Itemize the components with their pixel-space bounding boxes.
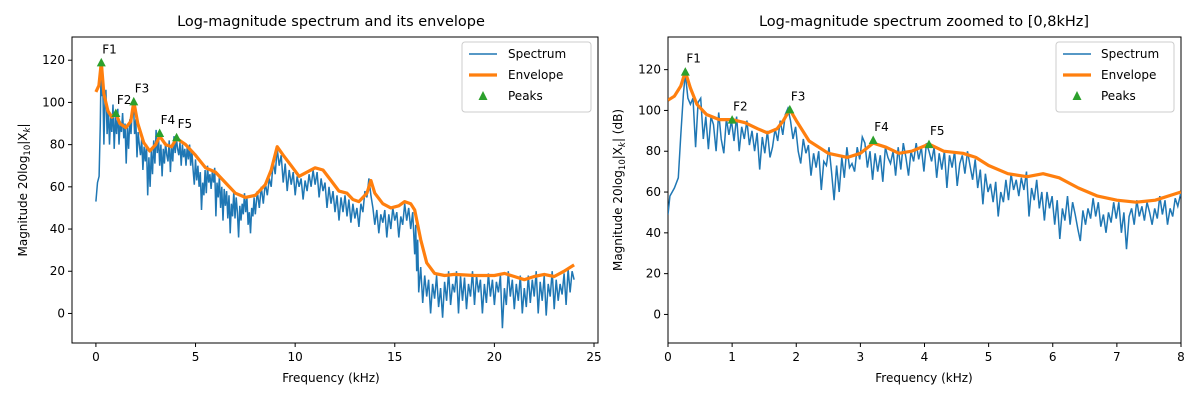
chart-right-peaks: F1 F2 F3 F4 F5 [680,52,945,149]
y-tick-label: 20 [50,264,65,278]
peak-label-f3: F3 [135,81,150,95]
chart-left-legend-peaks-swatch [478,91,488,100]
chart-right-legend-peaks: Peaks [1101,89,1136,103]
peak-marker-f3 [129,96,139,106]
x-tick-label: 0 [664,350,672,364]
x-tick-label: 25 [586,350,601,364]
x-tick-label: 8 [1177,350,1185,364]
peak-label-f2: F2 [117,93,132,107]
peak-marker-f5 [172,132,182,142]
y-tick-label: 80 [646,144,661,158]
peak-marker-f2 [727,115,737,124]
x-tick-label: 7 [1113,350,1121,364]
chart-right-title: Log-magnitude spectrum zoomed to [0,8kHz… [759,14,1089,30]
chart-left-legend-peaks: Peaks [508,89,543,103]
peak-label-f1: F1 [102,42,117,56]
y-tick-label: 120 [42,53,65,67]
chart-right-envelope-line [668,70,1181,204]
chart-right-xlabel: Frequency (kHz) [875,371,972,385]
chart-right-spectrum-line [668,73,1181,250]
x-tick-label: 6 [1049,350,1057,364]
peak-marker-f4 [155,128,165,138]
chart-left: Log-magnitude spectrum and its envelope … [16,14,602,385]
peak-label-f4: F4 [874,120,889,134]
x-tick-label: 0 [92,350,100,364]
x-tick-label: 20 [487,350,502,364]
peak-label-f1: F1 [686,52,701,66]
peak-marker-f2 [111,108,121,117]
y-tick-label: 60 [646,185,661,199]
chart-right-plot-area [668,70,1181,250]
x-tick-label: 15 [387,350,402,364]
y-tick-label: 40 [646,226,661,240]
chart-left-legend-box [461,41,592,113]
y-tick-label: 100 [42,95,65,109]
chart-left-envelope-line [94,60,575,282]
x-tick-label: 4 [921,350,929,364]
chart-left-ticks: 0 5 10 15 20 25 0 20 40 60 80 100 120 [42,53,602,364]
peak-marker-f5 [924,139,934,149]
chart-left-title: Log-magnitude spectrum and its envelope [177,14,485,30]
chart-left-frame [71,36,599,344]
x-tick-label: 10 [288,350,303,364]
peak-label-f4: F4 [161,113,176,127]
y-tick-label: 80 [50,138,65,152]
chart-right-legend-box [1055,41,1175,113]
peak-marker-f1 [96,57,106,67]
chart-left-legend: Spectrum Envelope Peaks [461,41,592,113]
x-tick-label: 5 [192,350,200,364]
chart-right-legend-envelope: Envelope [1101,68,1156,82]
x-tick-label: 3 [857,350,865,364]
peak-marker-f3 [785,104,795,114]
y-tick-label: 100 [638,103,661,117]
y-tick-label: 20 [646,267,661,281]
y-tick-label: 0 [653,307,661,321]
chart-left-xlabel: Frequency (kHz) [282,371,379,385]
peak-label-f3: F3 [791,89,806,103]
x-tick-label: 1 [728,350,736,364]
chart-right-ylabel: Magnitude 20log10|Xk| (dB) [611,109,628,271]
chart-right-legend: Spectrum Envelope Peaks [1055,41,1175,113]
chart-left-ylabel: Magnitude 20log10|Xk| [16,123,33,256]
chart-left-plot-area [94,60,575,329]
chart-right: Log-magnitude spectrum zoomed to [0,8kHz… [611,14,1185,385]
y-tick-label: 120 [638,63,661,77]
chart-right-legend-peaks-swatch [1072,91,1082,100]
peak-label-f2: F2 [733,100,748,114]
peak-label-f5: F5 [930,124,945,138]
peak-marker-f4 [868,135,878,145]
y-tick-label: 40 [50,222,65,236]
chart-left-legend-envelope: Envelope [508,68,563,82]
y-tick-label: 0 [57,306,65,320]
y-tick-label: 60 [50,180,65,194]
peak-label-f5: F5 [178,117,193,131]
x-tick-label: 2 [792,350,800,364]
chart-right-legend-spectrum: Spectrum [1101,47,1159,61]
chart-left-legend-spectrum: Spectrum [508,47,566,61]
peak-marker-f1 [680,67,690,76]
x-tick-label: 5 [985,350,993,364]
